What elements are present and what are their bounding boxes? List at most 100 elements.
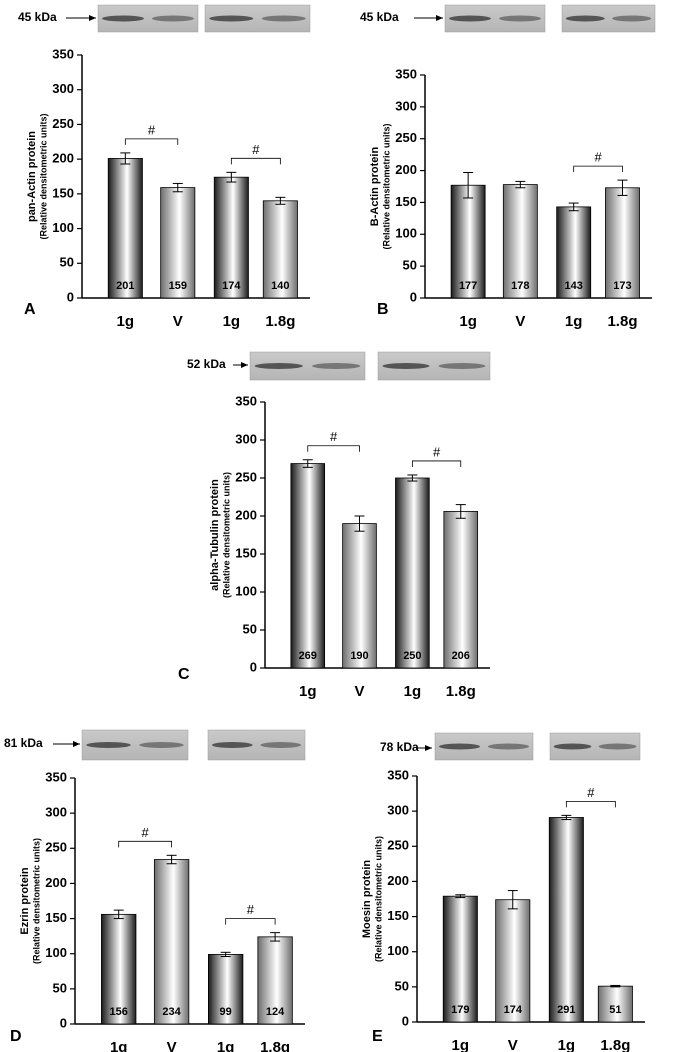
band-size-label: 45 kDa	[18, 10, 57, 24]
blot-band	[211, 742, 253, 748]
blot-band	[86, 742, 131, 748]
y-tick-label: 50	[60, 255, 74, 270]
band-size-label: 81 kDa	[4, 736, 43, 750]
y-tick-label: 200	[52, 151, 74, 166]
y-tick-label: 250	[387, 838, 409, 853]
x-tick-label: 1g	[558, 1037, 576, 1052]
significance-bracket	[124, 138, 179, 145]
bar	[442, 895, 478, 1023]
y-tick-label: 100	[387, 943, 409, 958]
value-label: 206	[452, 650, 470, 662]
value-label: 159	[169, 280, 187, 292]
panel-letter: E	[372, 1028, 383, 1045]
value-label: 99	[220, 1006, 232, 1018]
x-tick-label: V	[508, 1037, 518, 1052]
blot-band	[254, 363, 303, 369]
y-tick-label: 300	[45, 805, 67, 820]
bar	[597, 985, 633, 1023]
y-tick-label: 150	[387, 908, 409, 923]
panel-letter: B	[377, 301, 389, 318]
y-axis-label-note: (Relative densitometric units)	[221, 472, 231, 598]
value-label: 291	[557, 1004, 575, 1016]
bar	[495, 899, 531, 1023]
value-label: 201	[116, 280, 134, 292]
value-label: 177	[459, 280, 477, 292]
y-tick-label: 100	[235, 583, 257, 598]
significance-label: #	[148, 122, 156, 137]
x-tick-label: 1.8g	[446, 683, 476, 700]
x-tick-label: 1g	[117, 313, 135, 330]
y-axis-label: Moesin protein	[361, 860, 373, 939]
bar	[257, 936, 293, 1025]
x-tick-label: 1.8g	[265, 313, 295, 330]
x-tick-label: 1.8g	[600, 1037, 630, 1052]
blot-band	[598, 743, 637, 750]
x-tick-label: V	[354, 683, 364, 700]
x-tick-label: V	[167, 1039, 177, 1052]
value-label: 179	[451, 1004, 469, 1016]
x-tick-label: 1.8g	[607, 313, 637, 330]
y-tick-label: 350	[395, 66, 417, 81]
chart-panel: 78 kDa E 0 50 100 150 200 250 300 350 Moesin prote…	[361, 732, 645, 1052]
y-axis-label-note: (Relative densitometric units)	[31, 838, 41, 964]
value-label: 234	[162, 1006, 181, 1018]
y-axis-label-note: (Relative densitometric units)	[373, 836, 383, 962]
significance-label: #	[594, 150, 602, 165]
panel-letter: A	[24, 301, 36, 318]
y-tick-label: 350	[235, 393, 257, 408]
x-tick-label: 1g	[110, 1039, 128, 1052]
bar	[207, 954, 244, 1025]
x-tick-label: 1.8g	[260, 1039, 290, 1052]
significance-label: #	[433, 444, 441, 459]
blot-band	[499, 15, 541, 22]
bar	[290, 463, 326, 669]
value-label: 174	[504, 1004, 523, 1016]
significance-label: #	[252, 142, 260, 157]
blot-band	[438, 363, 486, 369]
y-axis-label-note: (Relative densitometric units)	[381, 123, 391, 249]
y-tick-label: 100	[45, 945, 67, 960]
blot-band	[565, 15, 605, 22]
y-tick-label: 300	[235, 431, 257, 446]
value-label: 174	[222, 280, 241, 292]
significance-label: #	[330, 429, 338, 444]
y-tick-label: 250	[52, 116, 74, 131]
x-tick-label: V	[515, 313, 525, 330]
significance-bracket	[411, 460, 462, 467]
y-tick-label: 0	[250, 659, 257, 674]
blot-band	[102, 15, 144, 22]
y-tick-label: 350	[45, 769, 67, 784]
blot-band	[487, 743, 530, 750]
value-label: 140	[271, 280, 289, 292]
y-tick-label: 300	[387, 803, 409, 818]
blot-band	[449, 15, 491, 22]
value-label: 156	[110, 1006, 128, 1018]
y-tick-label: 150	[52, 185, 74, 200]
chart-panel: 45 kDa B 0 50 100 150 200 250 300 350 B-Actin prot…	[360, 4, 656, 330]
value-label: 51	[609, 1004, 621, 1016]
chart-panel: 45 kDa A 0 50 100 150 200 250 300 350 pan-Actin pr…	[18, 4, 311, 330]
bar	[213, 176, 249, 299]
x-tick-label: 1g	[452, 1037, 470, 1052]
significance-bracket	[565, 800, 616, 808]
y-tick-label: 200	[387, 873, 409, 888]
significance-label: #	[587, 785, 595, 800]
blot-band	[612, 15, 652, 22]
bar	[101, 913, 137, 1025]
bar	[395, 477, 430, 669]
blot-band	[382, 363, 430, 369]
y-tick-label: 100	[52, 220, 74, 235]
y-tick-label: 100	[395, 226, 417, 241]
blot-band	[261, 15, 306, 22]
y-tick-label: 300	[395, 98, 417, 113]
band-size-label: 78 kDa	[380, 740, 419, 754]
bar	[160, 187, 196, 299]
y-tick-label: 0	[410, 289, 417, 304]
chart-panel: 81 kDa D 0 50 100 150 200 250 300 350 Ezrin protei…	[4, 729, 306, 1052]
y-tick-label: 300	[52, 81, 74, 96]
y-axis-label: B-Actin protein	[369, 147, 381, 227]
y-tick-label: 250	[395, 130, 417, 145]
significance-bracket	[225, 918, 276, 925]
y-axis-label: alpha-Tubulin protein	[209, 479, 221, 591]
bar	[502, 184, 538, 299]
